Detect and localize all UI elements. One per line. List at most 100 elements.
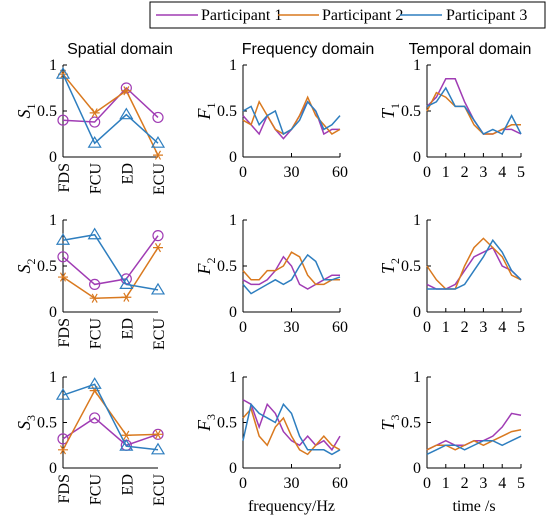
y-label-sub: 1	[24, 104, 38, 110]
x-axis-label: frequency/Hz	[248, 498, 335, 515]
y-tick-label: 0.5	[401, 103, 421, 120]
marker	[55, 388, 71, 400]
x-tick-label: 0	[239, 475, 247, 492]
series-line	[62, 417, 159, 447]
x-tick-label: 3	[479, 164, 487, 181]
y-tick-label: 0	[413, 304, 421, 321]
x-tick-label: 2	[461, 475, 469, 492]
marker	[153, 242, 163, 253]
y-tick-label: 0.5	[37, 103, 57, 120]
x-tick-label: 5	[517, 164, 525, 181]
y-tick-label: 0.5	[37, 415, 57, 432]
marker	[121, 292, 132, 302]
series-line	[62, 86, 159, 123]
series-line	[426, 237, 522, 290]
y-tick-label: 0.5	[217, 415, 237, 432]
y-label-sub: 1	[388, 103, 402, 109]
x-tick-label: 4	[498, 164, 506, 181]
series-line	[62, 233, 159, 291]
y-tick-label: 1	[229, 369, 237, 386]
marker	[89, 116, 101, 128]
series-line	[426, 435, 522, 456]
series-line	[62, 235, 159, 286]
column-title: Temporal domain	[409, 41, 532, 58]
marker	[89, 412, 101, 424]
marker	[150, 282, 166, 295]
series-line	[62, 389, 159, 451]
y-tick-label: 1	[229, 212, 237, 229]
y-tick-label: 0.5	[401, 415, 421, 432]
y-axis-label: S3	[14, 415, 38, 430]
series-line	[242, 251, 340, 286]
x-tick-label: FCU	[88, 318, 105, 350]
x-tick-label: ED	[119, 318, 136, 339]
y-tick-label: 0.5	[37, 258, 57, 275]
column-title: Frequency domain	[242, 41, 375, 58]
x-tick-label: 3	[479, 475, 487, 492]
y-label-main: F	[194, 108, 214, 121]
marker	[119, 438, 134, 451]
column-title: Spatial domain	[67, 41, 173, 58]
marker	[119, 107, 134, 120]
x-tick-label: 3	[479, 319, 487, 336]
y-label-main: S	[14, 421, 34, 430]
x-tick-label: 30	[284, 164, 300, 181]
series-line	[426, 86, 522, 135]
y-axis-label: T3	[378, 414, 402, 430]
y-label-main: S	[14, 265, 34, 274]
legend-label: Participant 3	[446, 7, 527, 24]
y-label-sub: 2	[204, 258, 218, 264]
y-tick-label: 1	[49, 369, 57, 386]
series-line	[426, 412, 522, 451]
series-line	[242, 407, 341, 456]
y-label-sub: 2	[388, 258, 402, 264]
y-tick-label: 1	[49, 57, 57, 74]
marker	[57, 251, 69, 263]
x-tick-label: 5	[517, 475, 525, 492]
y-label-main: T	[378, 419, 398, 431]
x-tick-label: 4	[498, 475, 506, 492]
y-tick-label: 0.5	[401, 258, 421, 275]
y-tick-label: 1	[229, 57, 237, 74]
y-label-sub: 3	[388, 414, 402, 420]
legend-box	[149, 1, 546, 29]
marker	[121, 430, 132, 440]
series-line	[62, 73, 159, 156]
x-axis-label: time /s	[452, 498, 495, 515]
y-tick-label: 0	[413, 149, 421, 166]
marker	[89, 293, 100, 303]
x-tick-label: ED	[119, 474, 136, 495]
y-tick-label: 0	[229, 149, 237, 166]
x-tick-label: 0	[423, 164, 431, 181]
x-tick-label: ED	[119, 163, 136, 184]
marker	[89, 386, 100, 396]
y-label-main: T	[378, 262, 398, 274]
x-tick-label: 2	[461, 164, 469, 181]
y-tick-label: 0	[49, 149, 57, 166]
x-tick-label: 1	[442, 319, 450, 336]
x-tick-label: 1	[442, 164, 450, 181]
marker	[55, 233, 71, 245]
y-tick-label: 1	[413, 369, 421, 386]
marker	[150, 442, 166, 455]
y-tick-label: 0.5	[217, 103, 237, 120]
y-label-sub: 3	[24, 415, 38, 421]
marker	[58, 445, 68, 455]
y-label-main: F	[194, 419, 214, 432]
series-line	[242, 402, 341, 456]
series-line	[426, 91, 521, 135]
x-tick-label: 5	[517, 319, 525, 336]
marker	[150, 136, 166, 148]
y-tick-label: 0	[229, 460, 237, 477]
legend-label: Participant 1	[201, 7, 282, 24]
marker	[87, 377, 102, 389]
y-tick-label: 1	[413, 212, 421, 229]
series-line	[242, 399, 341, 452]
x-tick-label: 0	[239, 164, 247, 181]
y-label-sub: 3	[204, 414, 218, 420]
series-line	[62, 383, 159, 451]
marker	[152, 230, 164, 242]
x-tick-label: FCU	[88, 163, 105, 195]
x-tick-label: FDS	[56, 163, 73, 192]
y-tick-label: 0	[413, 460, 421, 477]
